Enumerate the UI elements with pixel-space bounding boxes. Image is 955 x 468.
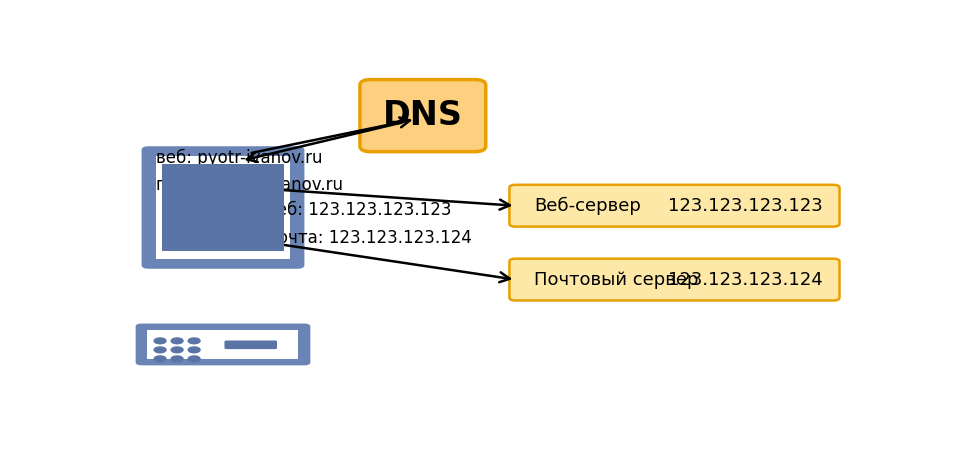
Circle shape bbox=[171, 356, 183, 362]
FancyBboxPatch shape bbox=[224, 341, 277, 349]
Circle shape bbox=[188, 356, 200, 362]
FancyBboxPatch shape bbox=[360, 80, 486, 152]
Circle shape bbox=[171, 338, 183, 344]
Circle shape bbox=[154, 338, 166, 344]
FancyBboxPatch shape bbox=[509, 259, 839, 300]
Circle shape bbox=[171, 347, 183, 353]
FancyBboxPatch shape bbox=[141, 146, 305, 269]
Text: 123.123.123.123: 123.123.123.123 bbox=[668, 197, 822, 215]
Text: Веб-сервер: Веб-сервер bbox=[534, 197, 641, 215]
Text: веб: pyotr-ivanov.ru
почта: pyotr-ivanov.ru: веб: pyotr-ivanov.ru почта: pyotr-ivanov… bbox=[157, 148, 344, 195]
Circle shape bbox=[154, 347, 166, 353]
Text: веб: 123.123.123.123
почта: 123.123.123.124: веб: 123.123.123.123 почта: 123.123.123.… bbox=[267, 201, 473, 247]
Text: DNS: DNS bbox=[383, 99, 463, 132]
FancyBboxPatch shape bbox=[147, 330, 299, 359]
Circle shape bbox=[188, 338, 200, 344]
Text: 123.123.123.124: 123.123.123.124 bbox=[668, 271, 822, 289]
FancyBboxPatch shape bbox=[157, 156, 289, 259]
FancyBboxPatch shape bbox=[136, 323, 310, 366]
FancyBboxPatch shape bbox=[162, 163, 284, 251]
Text: Почтовый сервер: Почтовый сервер bbox=[534, 271, 698, 289]
Circle shape bbox=[154, 356, 166, 362]
Circle shape bbox=[188, 347, 200, 353]
FancyBboxPatch shape bbox=[509, 185, 839, 227]
